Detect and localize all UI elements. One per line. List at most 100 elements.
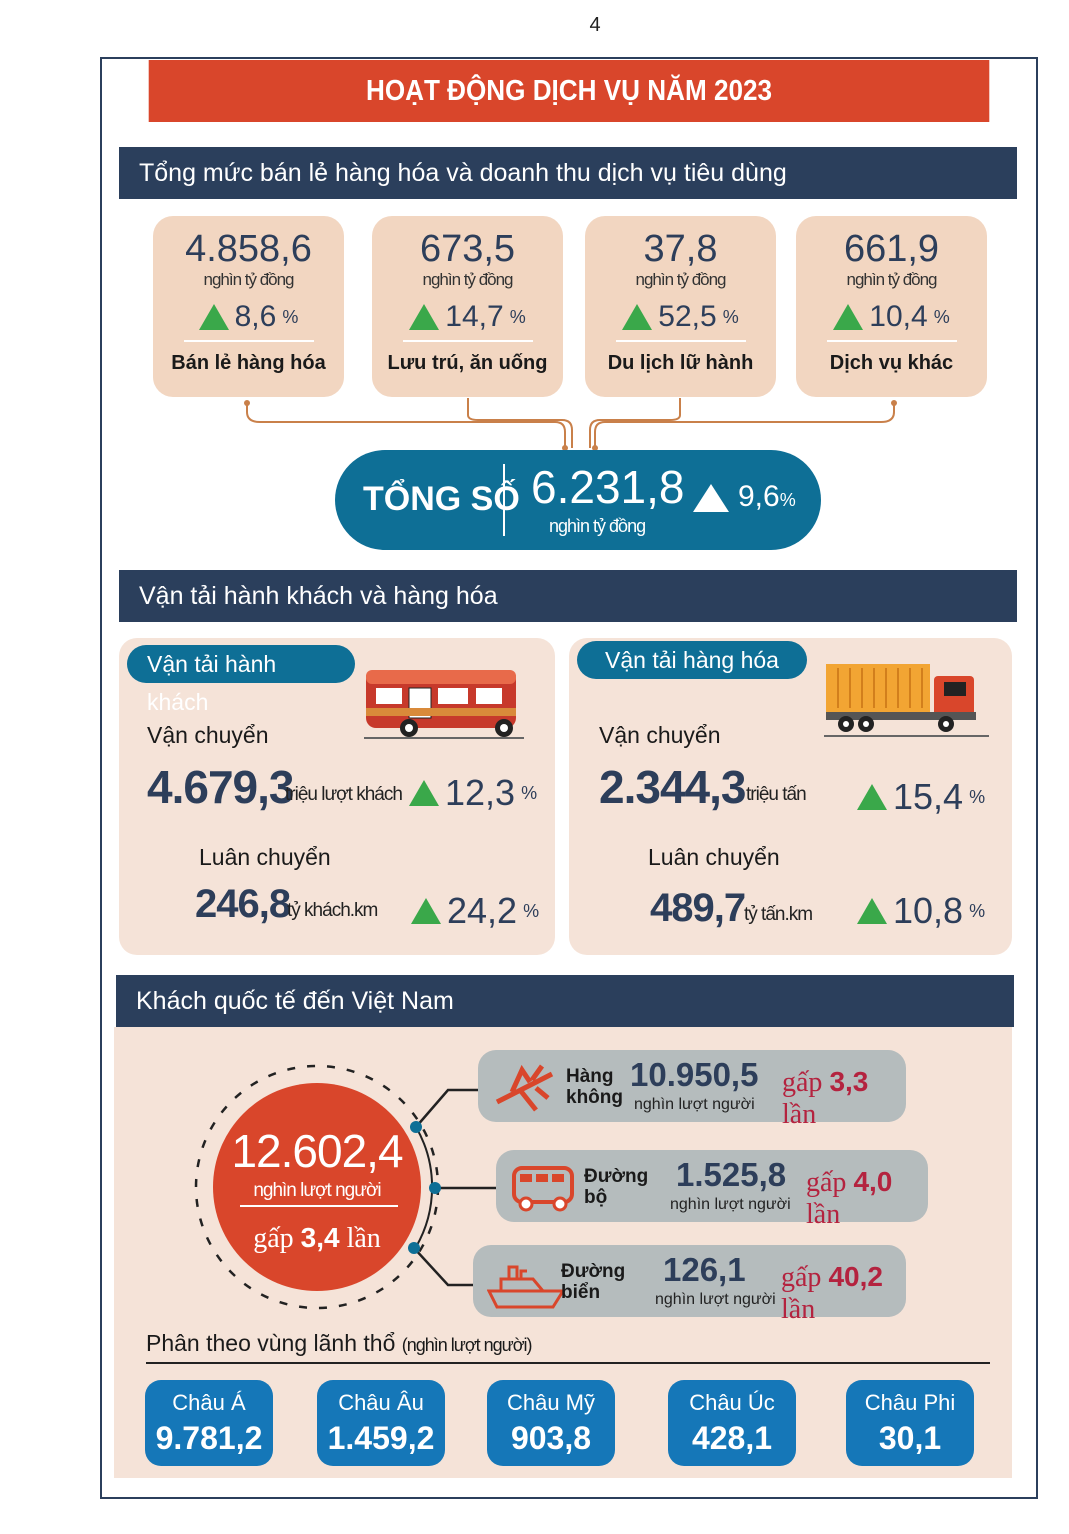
section-heading-retail: Tổng mức bán lẻ hàng hóa và doanh thu dị…: [119, 147, 1017, 199]
carry-value: 2.344,3: [599, 761, 746, 813]
divider: [183, 340, 314, 342]
region-box: Châu Á 9.781,2: [145, 1380, 273, 1466]
page-frame: [100, 57, 1038, 1499]
retail-card: 37,8 nghìn tỷ đồng 52,5% Du lịch lữ hành: [585, 216, 776, 397]
mode-gap: gấp 4,0 lần: [806, 1166, 893, 1230]
section-heading-transport: Vận tải hành khách và hàng hóa: [119, 570, 1017, 622]
visitor-mode-box: Hàng không 10.950,5 nghìn lượt người gấp …: [478, 1050, 906, 1130]
mode-gap: gấp 3,3 lần: [782, 1066, 869, 1130]
up-triangle-icon: [409, 780, 439, 806]
divider: [402, 340, 533, 342]
region-name: Châu Âu: [338, 1390, 424, 1415]
ship-icon: [487, 1265, 566, 1309]
region-box: Châu Úc 428,1: [668, 1380, 796, 1466]
carry-unit: triệu lượt khách: [285, 784, 403, 805]
mode-value: 1.525,8: [676, 1156, 787, 1193]
card-value: 37,8: [643, 228, 718, 270]
card-value: 673,5: [419, 228, 516, 270]
region-value: 9.781,2: [155, 1420, 263, 1456]
region-box: Châu Phi 30,1: [846, 1380, 974, 1466]
mode-unit: nghìn lượt người: [655, 1291, 776, 1308]
card-growth: 52,5: [658, 300, 717, 333]
region-value: 30,1: [878, 1420, 942, 1456]
truck-icon: [824, 664, 989, 737]
mode-unit: nghìn lượt người: [634, 1096, 755, 1113]
retail-card: 673,5 nghìn tỷ đồng 14,7% Lưu trú, ăn uố…: [372, 216, 563, 397]
percent-sign: %: [969, 786, 986, 807]
region-box: Châu Âu 1.459,2: [317, 1380, 445, 1466]
total-pill: TỔNG SỐ 6.231,8 nghìn tỷ đồng 9,6%: [335, 450, 821, 550]
percent-sign: %: [722, 306, 739, 327]
percent-sign: %: [521, 782, 538, 803]
visitor-connectors: [194, 1064, 500, 1310]
region-value: 1.459,2: [327, 1420, 435, 1456]
percent-sign: %: [933, 306, 950, 327]
up-triangle-icon: [198, 304, 229, 330]
divider: [503, 464, 505, 536]
divider: [826, 340, 957, 342]
total-growth: 9,6: [738, 480, 780, 513]
card-unit: nghìn tỷ đồng: [203, 270, 294, 289]
rotate-unit: tỷ tấn.km: [744, 904, 813, 925]
rotate-value: 246,8: [195, 882, 291, 926]
visitor-mode-box: Đường bộ 1.525,8 nghìn lượt người gấp 4,0…: [496, 1150, 928, 1230]
rotate-growth: 10,8: [893, 890, 964, 931]
region-value: 903,8: [510, 1420, 592, 1456]
rotate-value: 489,7: [650, 886, 746, 930]
card-value: 4.858,6: [185, 228, 312, 270]
divider: [146, 1362, 990, 1364]
connector-lines: [244, 398, 897, 451]
up-triangle-icon: [857, 898, 887, 924]
visitors-total-gap: gấp 3,4 lần: [253, 1222, 381, 1254]
divider: [615, 340, 746, 342]
card-name: Lưu trú, ăn uống: [387, 352, 548, 374]
card-name: Bán lẻ hàng hóa: [171, 352, 326, 374]
total-unit: nghìn tỷ đồng: [549, 516, 646, 536]
airplane-icon: [495, 1064, 554, 1112]
up-triangle-icon: [833, 304, 864, 330]
carry-label: Vận chuyển: [147, 722, 269, 748]
percent-sign: %: [523, 900, 540, 921]
total-label: TỔNG SỐ: [363, 480, 520, 518]
carry-value: 4.679,3: [147, 761, 294, 813]
up-triangle-icon: [693, 484, 729, 512]
mode-unit: nghìn lượt người: [670, 1196, 791, 1213]
region-name: Châu Úc: [689, 1390, 775, 1415]
section-heading-visitors: Khách quốc tế đến Việt Nam: [116, 975, 1014, 1027]
mode-value: 126,1: [663, 1251, 746, 1288]
region-value: 428,1: [691, 1420, 773, 1456]
retail-card: 661,9 nghìn tỷ đồng 10,4% Dịch vụ khác: [796, 216, 987, 397]
passenger-panel: Vận tải hành khách Vận chuyển 4.679,3 tr…: [119, 638, 555, 955]
percent-sign: %: [779, 490, 796, 510]
van-icon: [512, 1166, 574, 1212]
card-unit: nghìn tỷ đồng: [846, 270, 937, 289]
percent-sign: %: [282, 306, 299, 327]
visitors-total-value: 12.602,4: [231, 1125, 403, 1177]
bus-icon: [364, 670, 524, 739]
cargo-tag: Vận tải hàng hóa: [577, 641, 807, 679]
card-growth: 14,7: [445, 300, 504, 333]
percent-sign: %: [969, 900, 986, 921]
mode-gap: gấp 40,2 lần: [781, 1261, 883, 1325]
card-value: 661,9: [843, 228, 940, 270]
rotate-unit: tỷ khách.km: [287, 900, 378, 921]
carry-label: Vận chuyển: [599, 722, 721, 748]
carry-unit: triệu tấn: [746, 784, 807, 805]
mode-name: Hàng không: [566, 1066, 623, 1108]
up-triangle-icon: [409, 304, 440, 330]
region-name: Châu Mỹ: [506, 1390, 596, 1415]
passenger-tag: Vận tải hành khách: [127, 645, 355, 715]
carry-growth: 12,3: [445, 772, 516, 813]
region-name: Châu Á: [172, 1390, 246, 1415]
rotate-label: Luân chuyển: [199, 844, 331, 870]
visitor-mode-box: Đường biển 126,1 nghìn lượt người gấp 40,…: [473, 1245, 906, 1325]
mode-name: Đường biển: [561, 1261, 626, 1303]
page-title: HOẠT ĐỘNG DỊCH VỤ NĂM 2023: [148, 60, 990, 122]
up-triangle-icon: [411, 898, 441, 924]
card-unit: nghìn tỷ đồng: [635, 270, 726, 289]
percent-sign: %: [509, 306, 526, 327]
card-growth: 10,4: [869, 300, 928, 333]
card-growth: 8,6: [234, 300, 277, 333]
region-box: Châu Mỹ 903,8: [487, 1380, 615, 1466]
card-unit: nghìn tỷ đồng: [422, 270, 513, 289]
